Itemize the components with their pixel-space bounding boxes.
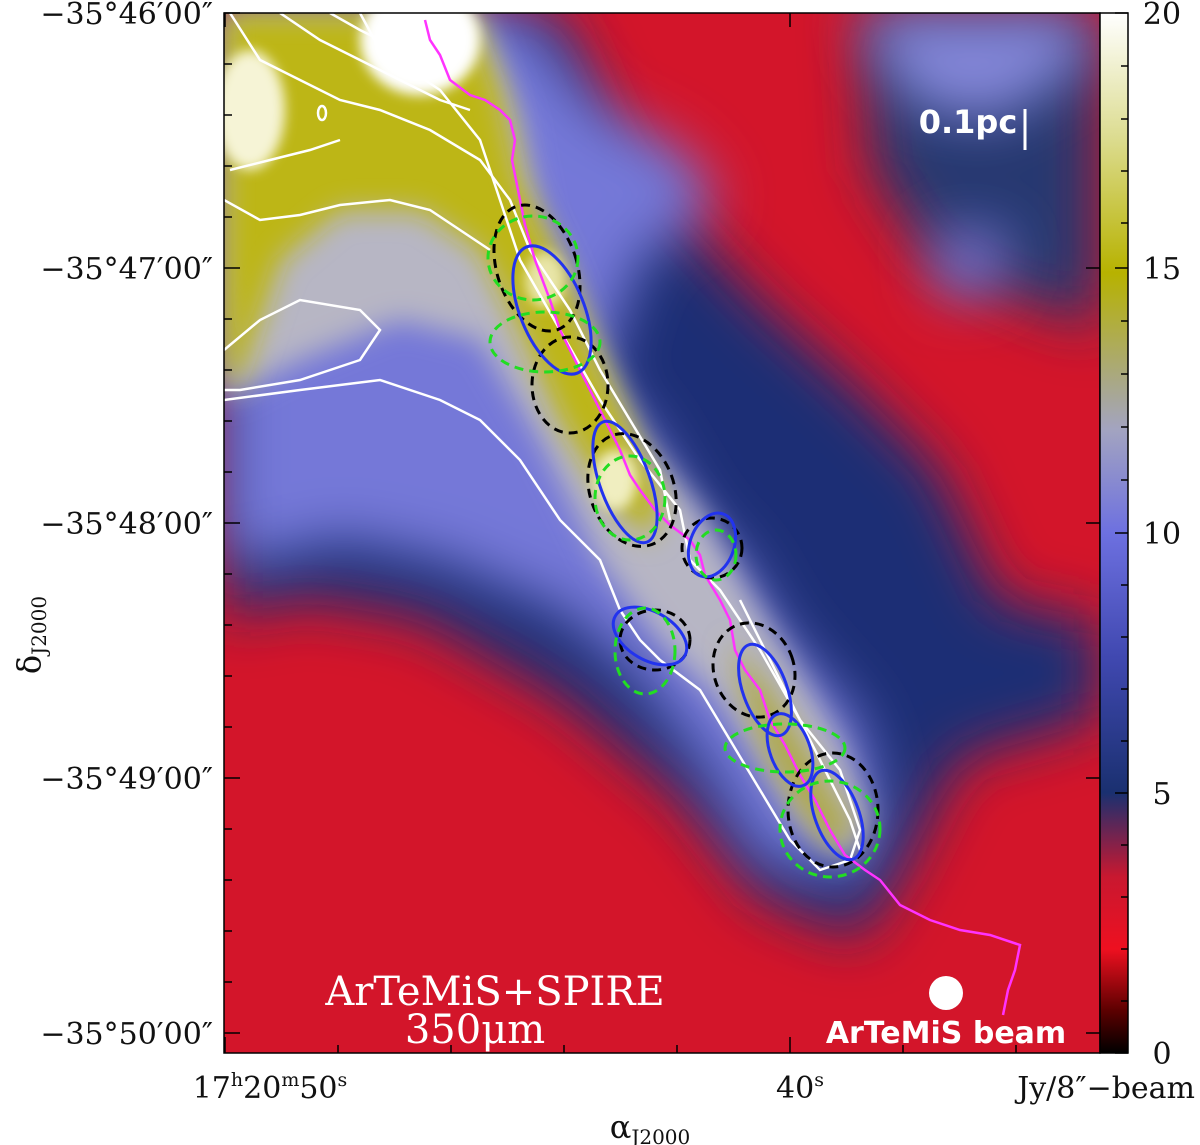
beam-label: ArTeMiS beam	[826, 1016, 1066, 1051]
y-axis-title: δJ2000	[10, 596, 51, 674]
map-title-line2: 350μm	[405, 1007, 545, 1053]
dec-tick-label: −35°49′00″	[40, 762, 213, 797]
core-ellipses-blue	[511, 244, 865, 862]
core-ellipses-green	[486, 214, 882, 879]
colorbar: 20 15 10 5 0 Jy/8″−beam	[1014, 0, 1195, 1106]
dec-tick-labels: −35°46′00″ −35°47′00″ −35°48′00″ −35°49′…	[40, 0, 213, 1052]
colorbar-tick-label: 15	[1143, 252, 1181, 287]
scale-bar-label: 0.1pc	[919, 103, 1018, 141]
colorbar-tick-label: 10	[1143, 517, 1181, 552]
colorbar-tick-label: 5	[1152, 777, 1171, 812]
dec-tick-label: −35°46′00″	[40, 0, 213, 32]
ra-tick-label-first: 17h20m50s	[193, 1069, 348, 1106]
core-ellipses-black	[492, 203, 880, 869]
scale-bar: 0.1pc	[919, 103, 1027, 150]
colorbar-tick-label: 0	[1152, 1037, 1171, 1072]
ra-tick-label-second: 40s	[776, 1069, 824, 1106]
intensity-contours	[224, 13, 862, 872]
dec-tick-label: −35°48′00″	[40, 507, 213, 542]
ra-tick-labels: 17h20m50s 40s	[193, 1069, 824, 1106]
dec-axis-ticks	[224, 12, 1100, 1034]
dec-tick-label: −35°50′00″	[40, 1017, 213, 1052]
colorbar-tick-label: 20	[1143, 0, 1181, 32]
beam-marker	[929, 976, 963, 1010]
filament-crest-line	[423, 19, 1022, 1016]
dec-tick-label: −35°47′00″	[40, 252, 213, 287]
ra-axis-ticks	[224, 13, 1017, 1053]
colorbar-unit-label: Jy/8″−beam	[1014, 1071, 1195, 1106]
x-axis-title: αJ2000	[610, 1108, 691, 1145]
map-title-line1: ArTeMiS+SPIRE	[324, 969, 664, 1015]
